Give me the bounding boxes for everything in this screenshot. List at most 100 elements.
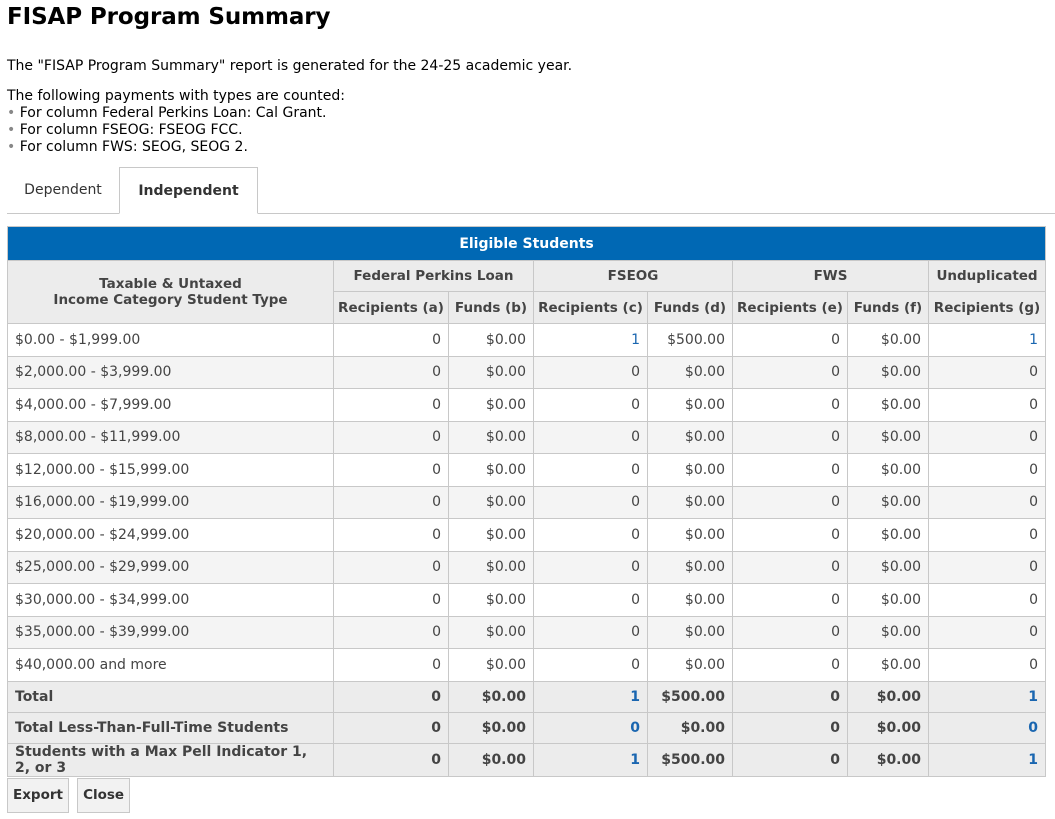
close-button[interactable]: Close — [77, 778, 131, 813]
table-cell: 1 — [533, 323, 648, 357]
row-label: $4,000.00 - $7,999.00 — [7, 388, 334, 422]
table-cell: 0 — [927, 485, 1047, 519]
cell-value: $0.00 — [684, 461, 725, 478]
cell-value: 0 — [432, 461, 441, 478]
table-cell: 0 — [533, 711, 648, 744]
cell-value: 0 — [431, 719, 441, 736]
cell-value: 0 — [831, 591, 840, 608]
column-header: Funds (b) — [448, 291, 534, 324]
bullet-icon: • — [7, 139, 16, 155]
tab-dependent[interactable]: Dependent — [24, 182, 102, 198]
table-cell: 0 — [533, 355, 648, 389]
cell-value: $0.00 — [684, 396, 725, 413]
cell-value: $0.00 — [485, 624, 526, 641]
recipient-count-link[interactable]: 0 — [630, 719, 640, 736]
table-cell: 0 — [732, 680, 848, 713]
eligible-students-table: Eligible Students Taxable & Untaxed Inco… — [6, 226, 1047, 777]
table-cell: $0.00 — [847, 550, 929, 584]
tab-bar: Dependent Independent — [7, 167, 1055, 214]
table-cell: 0 — [927, 648, 1047, 682]
cell-value: $0.00 — [880, 559, 921, 576]
recipient-count-link[interactable]: 0 — [1028, 719, 1039, 736]
table-cell: 1 — [927, 680, 1047, 713]
export-button[interactable]: Export — [7, 778, 69, 813]
cell-value: $0.00 — [880, 526, 921, 543]
cell-value: $0.00 — [880, 624, 921, 641]
cell-value: $0.00 — [684, 656, 725, 673]
table-cell: 0 — [333, 742, 449, 777]
recipient-count-link[interactable]: 1 — [631, 331, 640, 348]
cell-value: 0 — [1029, 461, 1039, 478]
column-header: Recipients (c) — [533, 291, 648, 324]
cell-value: 0 — [432, 494, 441, 511]
table-cell: $0.00 — [847, 742, 929, 777]
cell-value: 0 — [631, 624, 640, 641]
cell-value: 0 — [830, 688, 840, 705]
table-cell: $0.00 — [847, 485, 929, 519]
cell-value: $0.00 — [684, 559, 725, 576]
row-label: $12,000.00 - $15,999.00 — [7, 453, 334, 487]
table-cell: 0 — [927, 518, 1047, 552]
table-cell: $0.00 — [847, 453, 929, 487]
cell-value: $0.00 — [485, 461, 526, 478]
cell-value: 0 — [631, 494, 640, 511]
row-label: Total — [7, 680, 334, 713]
table-cell: 0 — [533, 518, 648, 552]
table-cell: 0 — [732, 711, 848, 744]
cell-value: 0 — [830, 751, 840, 768]
table-cell: $0.00 — [847, 420, 929, 454]
cell-value: 0 — [831, 559, 840, 576]
table-row: $12,000.00 - $15,999.00 0 $0.00 0 $0.00 0 $0.0… — [7, 453, 1047, 487]
table-cell: 0 — [333, 711, 449, 744]
cell-value: 0 — [432, 624, 441, 641]
table-cell: $0.00 — [647, 485, 733, 519]
group-header: Federal Perkins Loan — [333, 260, 534, 292]
bullet-icon: • — [7, 105, 16, 121]
bullet-item: • For column Federal Perkins Loan: Cal G… — [7, 105, 327, 121]
table-cell: 1 — [533, 680, 648, 713]
table-cell: $0.00 — [647, 550, 733, 584]
cell-value: 0 — [1029, 364, 1039, 381]
table-cell: 0 — [533, 648, 648, 682]
recipient-count-link[interactable]: 1 — [630, 688, 640, 705]
cell-value: 0 — [1029, 624, 1039, 641]
table-cell: 0 — [533, 485, 648, 519]
table-cell: $0.00 — [647, 420, 733, 454]
table-cell: $0.00 — [847, 355, 929, 389]
cell-value: $0.00 — [481, 751, 526, 768]
cell-value: 0 — [1029, 494, 1039, 511]
recipient-count-link[interactable]: 1 — [1028, 751, 1039, 768]
cell-value: $500.00 — [667, 331, 725, 348]
table-caption: Eligible Students — [6, 226, 1047, 261]
cell-value: $0.00 — [485, 591, 526, 608]
table-cell: 0 — [927, 615, 1047, 649]
table-cell: 0 — [333, 583, 449, 617]
recipient-count-link[interactable]: 1 — [630, 751, 640, 768]
table-cell: $0.00 — [448, 355, 534, 389]
table-cell: $0.00 — [647, 518, 733, 552]
cell-value: $0.00 — [684, 624, 725, 641]
table-cell: 0 — [732, 615, 848, 649]
cell-value: $0.00 — [880, 591, 921, 608]
recipient-count-link[interactable]: 1 — [1029, 331, 1039, 348]
row-label: $20,000.00 - $24,999.00 — [7, 518, 334, 552]
recipient-count-link[interactable]: 1 — [1028, 688, 1039, 705]
cell-value: $0.00 — [880, 461, 921, 478]
table-cell: 0 — [927, 420, 1047, 454]
cell-value: 0 — [831, 396, 840, 413]
cell-value: $0.00 — [485, 559, 526, 576]
bullet-item: • For column FWS: SEOG, SEOG 2. — [7, 139, 248, 155]
row-label: $40,000.00 and more — [7, 648, 334, 682]
tab-independent[interactable]: Independent — [119, 167, 258, 214]
intro-text: The "FISAP Program Summary" report is ge… — [7, 58, 572, 156]
cell-value: 0 — [631, 461, 640, 478]
table-cell: 0 — [533, 583, 648, 617]
table-cell: 0 — [732, 355, 848, 389]
cell-value: 0 — [1029, 429, 1039, 446]
cell-value: $0.00 — [485, 494, 526, 511]
cell-value: 0 — [631, 656, 640, 673]
table-cell: $0.00 — [448, 550, 534, 584]
table-cell: $0.00 — [448, 583, 534, 617]
cell-value: 0 — [831, 331, 840, 348]
